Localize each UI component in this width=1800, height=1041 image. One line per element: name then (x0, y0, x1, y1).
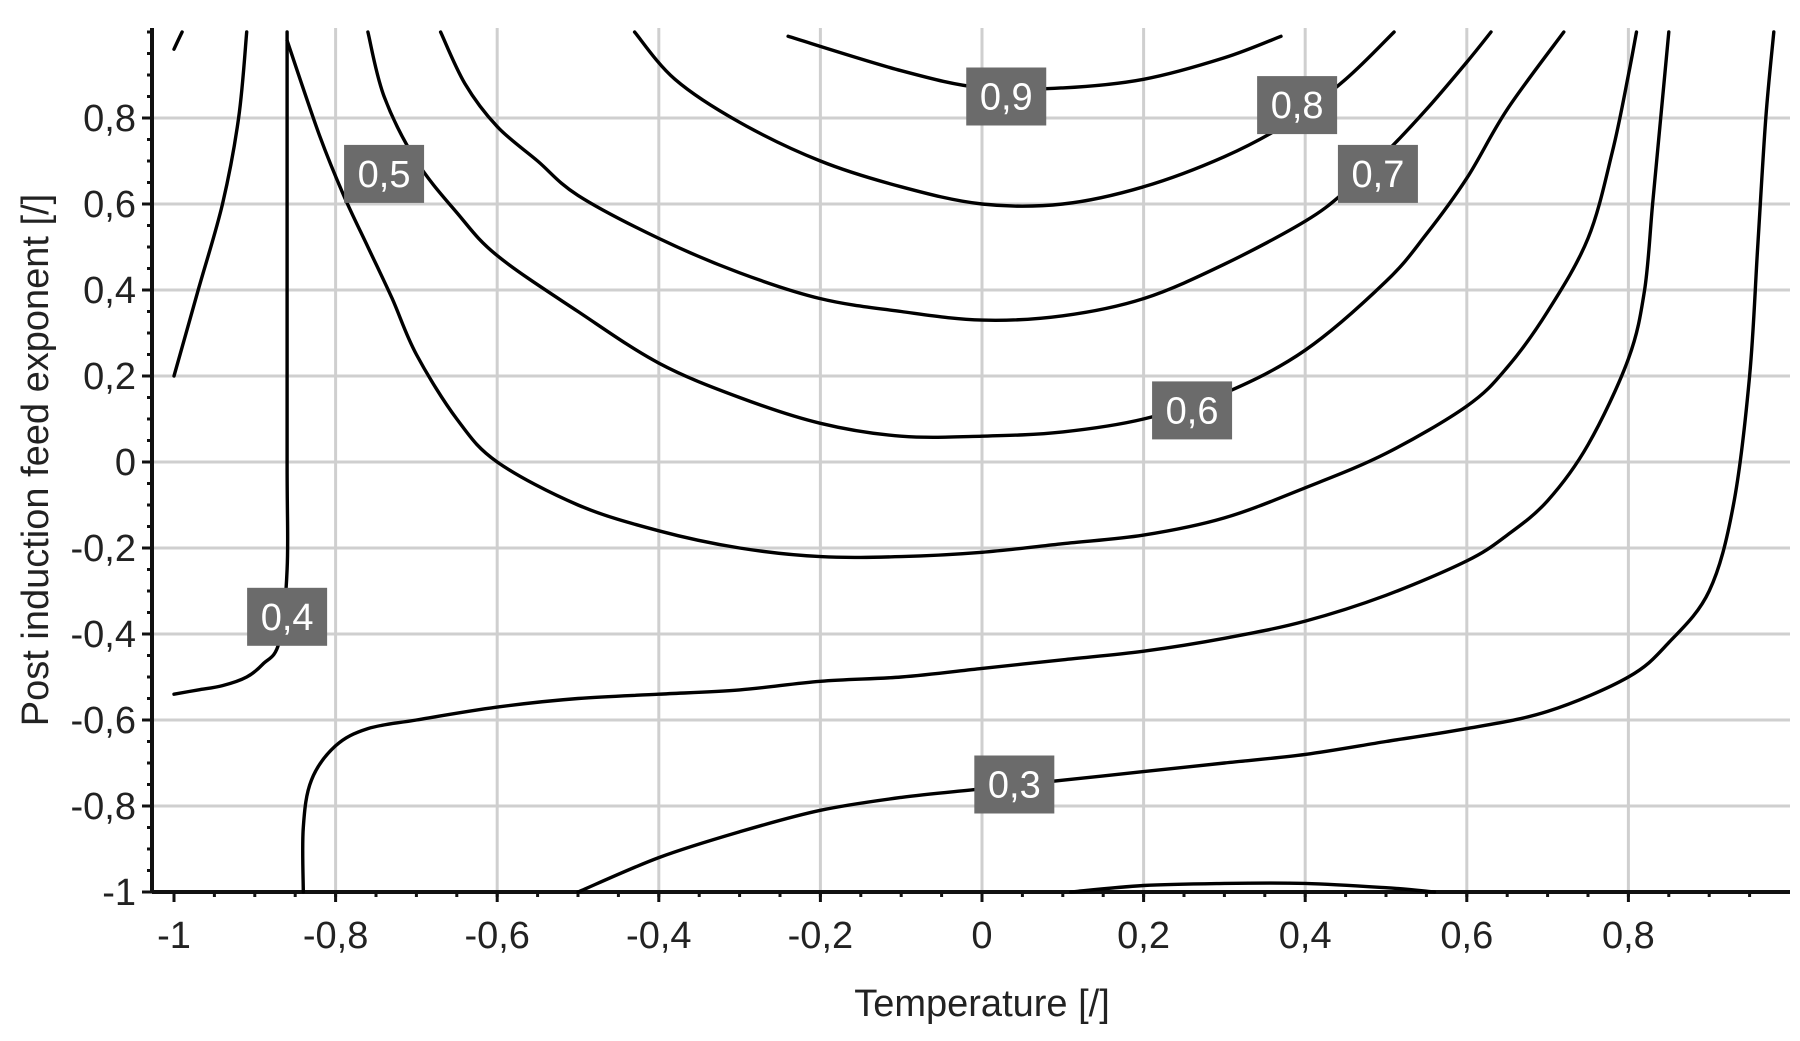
contour-level-labels: 0,9 0,8 0,7 0,6 0,5 0,4 0,3 (247, 67, 1418, 814)
contour-label-text: 0,3 (988, 765, 1041, 807)
contour-label-box (344, 144, 425, 203)
contour-level-label: 0,3 (974, 755, 1055, 814)
x-tick-label: -1 (157, 915, 191, 957)
x-tick-label: -0,4 (626, 915, 691, 957)
contour-label-box (966, 67, 1047, 126)
contour-lines (172, 30, 1776, 894)
x-axis-title: Temperature [/] (854, 983, 1110, 1025)
x-tick-label: 0,2 (1117, 915, 1170, 957)
y-tick-label: 0,8 (83, 98, 136, 140)
y-tick-label: -0,8 (71, 786, 136, 828)
y-tick-label: 0 (115, 442, 136, 484)
axes (150, 28, 1790, 894)
contour-line-0-7 (438, 30, 1493, 322)
contour-level-label: 0,5 (344, 144, 425, 203)
x-tick-label: -0,6 (464, 915, 529, 957)
y-tick-label: -0,6 (71, 700, 136, 742)
y-tick-label: 0,4 (83, 270, 136, 312)
contour-label-text: 0,5 (358, 154, 411, 196)
contour-label-text: 0,7 (1352, 154, 1405, 196)
contour-label-text: 0,9 (980, 77, 1033, 119)
contour-label-text: 0,6 (1166, 390, 1219, 432)
contour-line-0-5 (285, 30, 1639, 560)
contour-level-label: 0,9 (966, 67, 1047, 126)
x-tick-label: 0,6 (1440, 915, 1493, 957)
contour-line-0-9 (786, 34, 1283, 92)
contour-label-text: 0,8 (1271, 85, 1324, 127)
x-tick-label: 0 (971, 915, 992, 957)
x-tick-label: -0,8 (303, 915, 368, 957)
contour-line (172, 30, 249, 378)
y-tick-label: -0,4 (71, 614, 136, 656)
x-tick-label: 0,8 (1602, 915, 1655, 957)
contour-line-0-3 (576, 30, 1776, 894)
contour-label-box (1337, 144, 1418, 203)
contour-label-text: 0,4 (261, 597, 314, 639)
contour-line (1069, 881, 1437, 894)
contour-label-box (974, 755, 1055, 814)
contour-label-box (1152, 381, 1233, 440)
contour-line-0-6 (366, 30, 1566, 439)
y-tick-label: 0,2 (83, 356, 136, 398)
contour-level-label: 0,6 (1152, 381, 1233, 440)
contour-level-label: 0,7 (1337, 144, 1418, 203)
ticks: -1 -0,8 -0,6 -0,4 -0,2 0 0,2 0,4 0,6 0,8 -1 -0,8 -0,… (71, 30, 1752, 957)
y-axis-title: Post induction feed exponent [/] (15, 194, 57, 726)
contour-line (172, 30, 184, 51)
contour-level-label: 0,4 (247, 587, 328, 646)
y-tick-label: -0,2 (71, 528, 136, 570)
y-tick-label: 0,6 (83, 184, 136, 226)
contour-label-box (247, 587, 328, 646)
x-tick-label: -0,2 (788, 915, 853, 957)
contour-line (300, 30, 1671, 894)
contour-level-label: 0,8 (1257, 76, 1338, 135)
contour-label-box (1257, 76, 1338, 135)
y-tick-label: -1 (102, 872, 136, 914)
x-tick-label: 0,4 (1279, 915, 1332, 957)
